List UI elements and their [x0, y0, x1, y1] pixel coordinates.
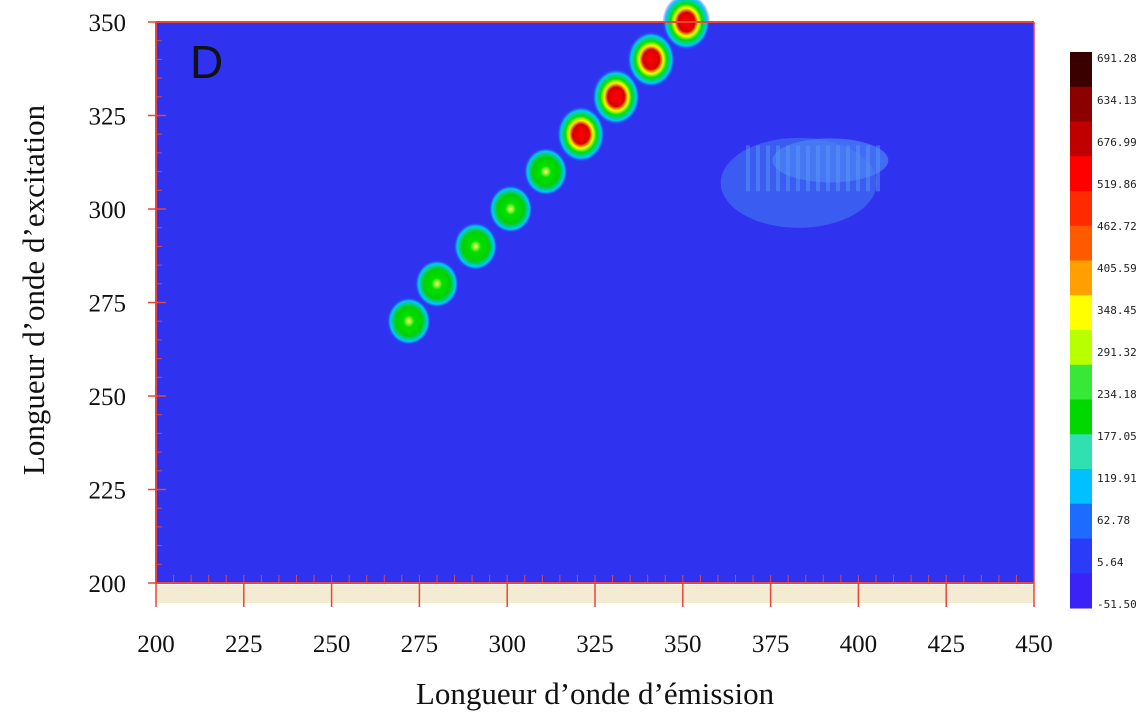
colorbar-segment: [1070, 156, 1092, 192]
colorbar-label: 691.28: [1097, 52, 1137, 65]
colorbar-segment: [1070, 52, 1092, 88]
colorbar-segment: [1070, 121, 1092, 157]
axes: [148, 21, 1035, 607]
colorbar-segment: [1070, 330, 1092, 366]
colorbar-label: 676.99: [1097, 136, 1137, 149]
colorbar-label: 119.91: [1097, 472, 1137, 485]
colorbar-segment: [1070, 295, 1092, 331]
colorbar-segment: [1070, 573, 1092, 609]
peak-2: [414, 259, 459, 308]
colorbar-label: 519.86: [1097, 178, 1137, 191]
scatter-stripe: [876, 145, 881, 192]
peak-8: [627, 31, 676, 88]
x-tick-label: 225: [225, 631, 263, 658]
scatter-stripe: [806, 145, 811, 192]
colorbar-segment: [1070, 86, 1092, 122]
colorbar-label: 634.13: [1097, 94, 1137, 107]
colorbar-label: 5.64: [1097, 556, 1124, 569]
colorbar-label: 177.05: [1097, 430, 1137, 443]
colorbar-segment: [1070, 260, 1092, 296]
scatter-stripe: [786, 145, 791, 192]
colorbar-segment: [1070, 225, 1092, 261]
peak-5: [523, 147, 568, 196]
colorbar-segment: [1070, 503, 1092, 539]
scatter-stripe: [866, 145, 871, 192]
x-axis-title: Longueur d’onde d’émission: [416, 676, 775, 711]
scatter-stripe: [796, 145, 801, 192]
peak-7: [592, 68, 641, 125]
panel-label: D: [190, 36, 223, 88]
colorbar-segment: [1070, 469, 1092, 505]
colorbar-label: -51.50: [1097, 598, 1137, 611]
y-tick-label: 225: [89, 478, 127, 505]
y-tick-label: 200: [89, 571, 127, 598]
colorbar-segment: [1070, 191, 1092, 227]
scatter-stripe: [756, 145, 761, 192]
peak-9: [662, 0, 711, 50]
colorbar-label: 462.72: [1097, 220, 1137, 233]
colorbar-segment: [1070, 538, 1092, 574]
peak-6: [556, 106, 605, 163]
scatter-stripe: [746, 145, 751, 192]
x-tick-label: 425: [927, 631, 965, 658]
colorbar-label: 234.18: [1097, 388, 1137, 401]
colorbar-segment: [1070, 399, 1092, 435]
x-tick-label: 375: [752, 631, 790, 658]
scatter-stripe: [766, 145, 771, 192]
scatter-stripe: [836, 145, 841, 192]
colorbar-label: 405.59: [1097, 262, 1137, 275]
y-tick-label: 350: [89, 10, 127, 37]
x-tick-label: 325: [576, 631, 614, 658]
scatter-stripe: [776, 145, 781, 192]
peak-3: [453, 222, 498, 271]
scatter-stripe: [826, 145, 831, 192]
peaks-layer: [386, 0, 711, 346]
y-axis-title: Longueur d’onde d’excitation: [16, 104, 51, 475]
scatter-stripe: [856, 145, 861, 192]
scattering-region: [720, 137, 889, 228]
x-tick-label: 250: [313, 631, 351, 658]
colorbar: 691.28 634.13 676.99 519.86 462.72 405.59 348.…: [1070, 52, 1137, 611]
scatter-stripe: [816, 145, 821, 192]
y-tick-label: 325: [89, 104, 127, 131]
colorbar-label: 348.45: [1097, 304, 1137, 317]
x-tick-label: 450: [1015, 631, 1053, 658]
scatter-stripe: [846, 145, 851, 192]
peak-4: [488, 185, 533, 233]
colorbar-segment: [1070, 364, 1092, 400]
x-tick-label: 400: [840, 631, 878, 658]
x-tick-label: 300: [488, 631, 526, 658]
peak-1: [386, 297, 431, 346]
y-tick-label: 300: [89, 197, 127, 224]
y-tick-label: 275: [89, 291, 127, 318]
tick-labels: 200 225 250 275 300 325 350 375 400 425 450 200 225 2…: [89, 10, 1053, 658]
colorbar-label: 291.32: [1097, 346, 1137, 359]
colorbar-label: 62.78: [1097, 514, 1130, 527]
y-tick-label: 250: [89, 384, 127, 411]
x-tick-label: 200: [137, 631, 175, 658]
x-tick-label: 275: [401, 631, 439, 658]
x-tick-label: 350: [664, 631, 702, 658]
colorbar-segment: [1070, 434, 1092, 470]
